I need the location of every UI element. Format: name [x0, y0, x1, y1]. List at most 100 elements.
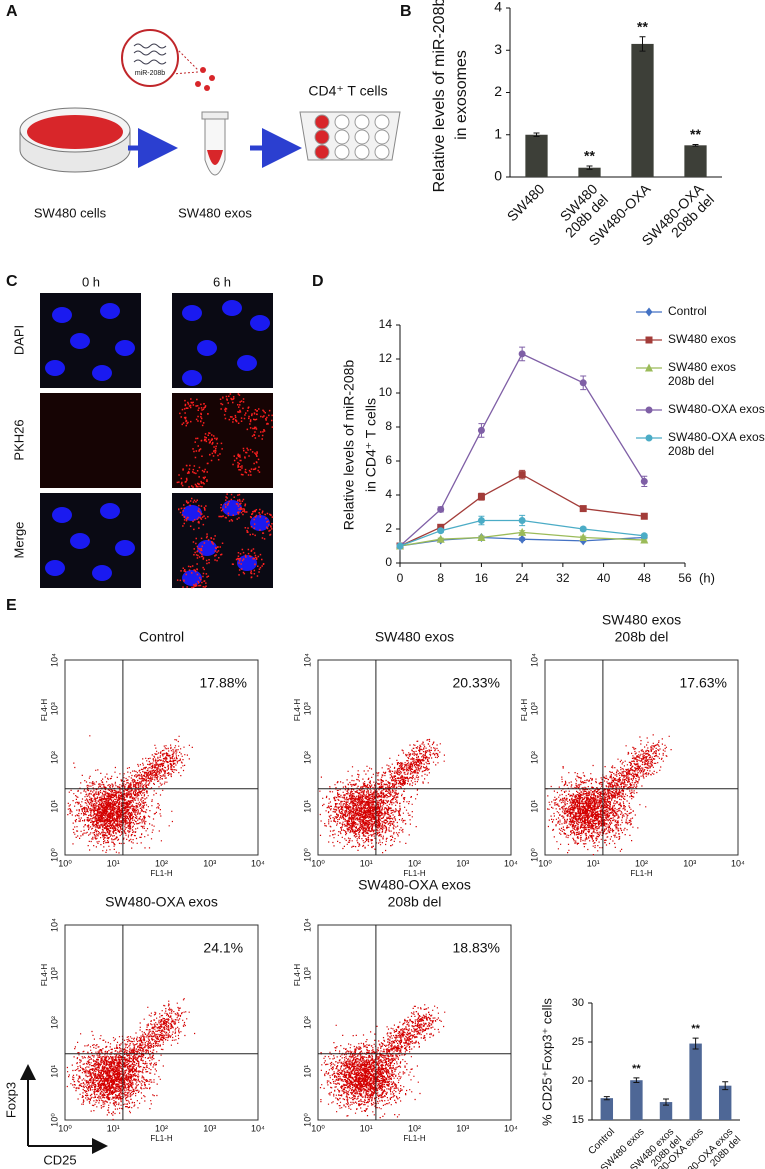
tcell-label: CD4⁺ T cells: [308, 83, 387, 99]
point: [640, 512, 648, 520]
x-tick-label: 10³: [456, 858, 469, 868]
x-axis-label: (h): [699, 570, 715, 585]
plot-title: SW480-OXA exos: [358, 877, 471, 893]
dish-cells: [27, 115, 123, 149]
point: [640, 477, 648, 485]
rna-strands: [133, 43, 167, 65]
plot-title: SW480-OXA exos: [105, 894, 218, 910]
point: [477, 493, 485, 501]
point: [518, 350, 526, 358]
point: [579, 525, 587, 533]
cells: [45, 503, 135, 581]
tube-content: [207, 150, 223, 165]
nucleus: [52, 307, 72, 323]
y-tick-label: 8: [385, 419, 392, 433]
y-tick-label: 10²: [49, 751, 59, 764]
point: [477, 426, 485, 434]
cell-events: [66, 998, 196, 1121]
tube-cap: [201, 111, 229, 120]
well: [314, 129, 330, 145]
y-tick-label: 10¹: [49, 800, 59, 813]
y-tick-label: 10¹: [49, 1065, 59, 1078]
y-axis-label: % CD25⁺Foxp3⁺ cells: [539, 998, 554, 1126]
y-tick-label: 10⁰: [49, 848, 59, 862]
x-tick-label: 10⁴: [251, 858, 265, 868]
x-tick-label: 10⁰: [538, 858, 552, 868]
legend-marker: [645, 363, 653, 372]
legend-label: SW480 exos 208b del: [668, 360, 736, 388]
x-tick-label: 10²: [155, 858, 168, 868]
y-tick-label: 10²: [302, 1016, 312, 1029]
exos-label: SW480 exos: [178, 205, 252, 220]
exo-dot: [209, 75, 215, 81]
plot-title: 208b del: [388, 894, 442, 910]
x-tick-label: 10⁴: [731, 858, 745, 868]
nucleus: [237, 355, 257, 371]
y-tick-label: 2: [385, 521, 392, 535]
bar: [659, 1102, 673, 1120]
legend-label: SW480-OXA exos 208b del: [668, 430, 765, 458]
x-axis-label: FL1-H: [403, 869, 425, 878]
nucleus: [250, 315, 270, 331]
point: [477, 517, 485, 524]
quadrant-percent: 18.83%: [453, 940, 500, 956]
y-tick-label: 0: [494, 168, 502, 184]
well: [354, 129, 370, 145]
y-tick-label: 10⁰: [529, 848, 539, 862]
panel-label: B: [400, 3, 412, 20]
bar: [525, 134, 548, 177]
pkh26-signal: [232, 447, 261, 476]
y-tick-label: 4: [385, 487, 392, 501]
nucleus: [52, 507, 72, 523]
y-axis-label: Relative levels of miR-208b: [431, 0, 448, 192]
pkh26-signal: [179, 398, 209, 427]
legend-marker: [645, 307, 653, 317]
x-tick-label: 56: [678, 571, 692, 585]
dish-label: SW480 cells: [34, 205, 107, 220]
y-tick-label: 10⁰: [302, 848, 312, 862]
x-tick-label: 10²: [155, 1123, 168, 1133]
y-tick-label: 10³: [302, 967, 312, 980]
point: [640, 532, 648, 540]
error-bar: [603, 1096, 610, 1101]
nucleus: [45, 360, 65, 376]
nucleus: [45, 560, 65, 576]
x-tick-label: 10³: [203, 858, 216, 868]
plot-frame: [64, 924, 259, 1121]
cell-events: [319, 738, 445, 854]
x-marker: CD25: [43, 1152, 76, 1167]
legend-label: SW480-OXA exos: [668, 402, 765, 416]
y-tick-label: 10⁴: [49, 653, 59, 667]
cells: [176, 393, 274, 488]
well: [374, 114, 390, 130]
x-tick-label: 10²: [408, 858, 421, 868]
y-tick-label: 10³: [529, 702, 539, 715]
exo-dot: [204, 85, 210, 91]
cells: [182, 300, 270, 386]
well: [354, 114, 370, 130]
pkh26-signal: [246, 408, 274, 440]
panel-label: D: [312, 273, 324, 290]
y-tick-label: 10⁴: [49, 918, 59, 932]
cell-events: [546, 734, 672, 856]
y-axis-label: in CD4⁺ T cells: [363, 398, 379, 492]
nucleus: [70, 533, 90, 549]
x-tick-label: 10¹: [107, 858, 120, 868]
legend-marker: [645, 406, 653, 414]
panel-label: C: [6, 273, 18, 290]
wells: [314, 114, 390, 160]
row-label: PKH26: [11, 419, 26, 460]
well: [374, 129, 390, 145]
point: [579, 505, 587, 513]
column-label: 6 h: [213, 274, 231, 289]
y-tick-label: 0: [385, 555, 392, 569]
quadrant-percent: 17.88%: [200, 675, 247, 691]
y-axis-label: FL4-H: [520, 699, 529, 721]
panel-label: A: [6, 3, 18, 20]
x-tick-label: 10¹: [360, 858, 373, 868]
pkh26-signal: [231, 548, 265, 579]
x-axis-label: FL1-H: [403, 1134, 425, 1143]
y-tick-label: 10¹: [302, 800, 312, 813]
tube: [204, 117, 226, 176]
error-bar: [663, 1098, 669, 1106]
